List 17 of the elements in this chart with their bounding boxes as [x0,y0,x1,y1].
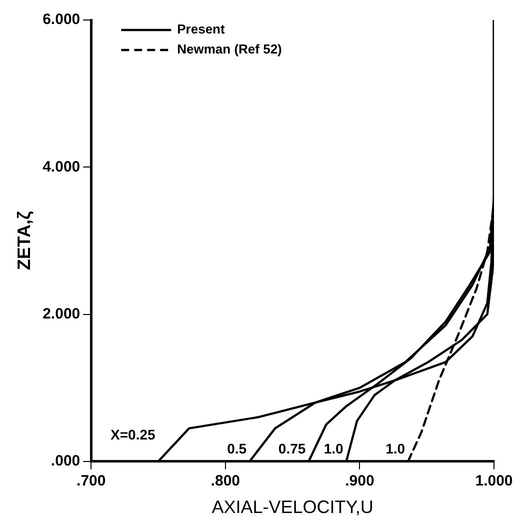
legend-label: Present [177,22,226,37]
y-tick-label: 6.000 [42,11,80,28]
x-tick-label: .900 [345,472,374,490]
y-tick-label: 2.000 [42,305,80,322]
y-axis-title: ZETA,ζ [14,211,34,270]
y-tick-label: .000 [50,452,80,470]
annotation: 0.75 [278,440,306,456]
annotation: 1.0 [386,440,406,456]
x-tick-label: .700 [76,472,106,490]
x-tick-label: .800 [210,472,240,490]
legend-label: Newman (Ref 52) [177,42,282,57]
annotation: 0.5 [227,440,247,456]
y-tick-label: 4.000 [42,158,80,176]
annotation: 1.0 [324,440,344,456]
x-tick-label: 1.000 [475,472,513,490]
x-axis-title: AXIAL-VELOCITY,U [212,497,374,518]
annotation: X=0.25 [110,426,156,442]
